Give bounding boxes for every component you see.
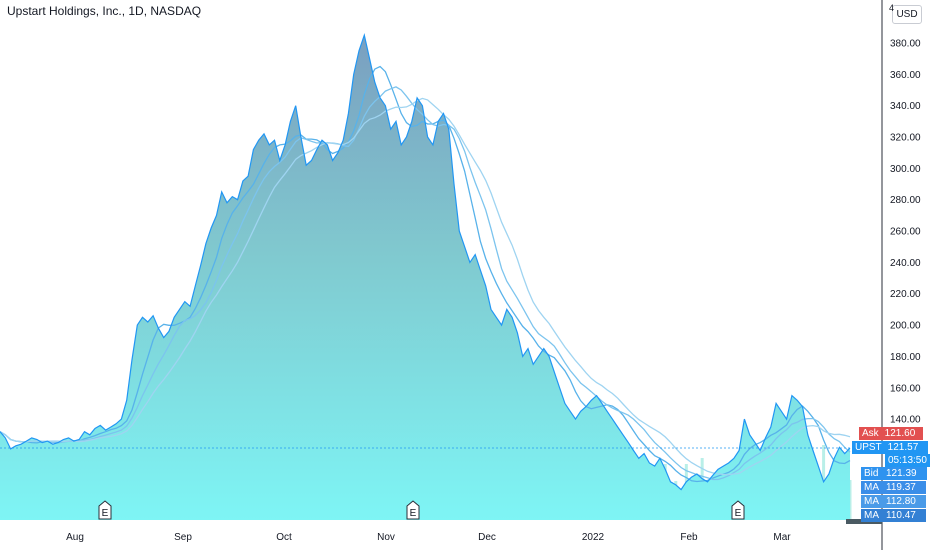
ma-line (0, 97, 851, 476)
price-area (0, 35, 850, 520)
upst-tag: UPST 121.57 (852, 441, 929, 454)
ma-line (0, 86, 851, 481)
y-tick-label: 260.00 (890, 227, 921, 238)
svg-text:E: E (102, 508, 109, 519)
x-tick-label: Nov (377, 532, 395, 543)
upst-label: UPST (852, 441, 885, 454)
price-line (0, 32, 851, 491)
svg-text:E: E (410, 508, 417, 519)
x-tick-label: Aug (66, 532, 84, 543)
x-tick-label: Feb (680, 532, 698, 543)
y-tick-label: 320.00 (890, 133, 921, 144)
ma-tag-2: MA 112.80 (861, 495, 926, 508)
earnings-marker[interactable]: E (98, 500, 112, 520)
y-tick-label: 220.00 (890, 289, 921, 300)
svg-text:E: E (735, 508, 742, 519)
bid-label: Bid (861, 467, 883, 480)
bid-tag: Bid 121.39 (861, 467, 927, 480)
ma1-label: MA (861, 481, 883, 494)
earnings-marker[interactable]: E (731, 500, 745, 520)
y-tick-label: 340.00 (890, 101, 921, 112)
ma3-value: 110.47 (883, 509, 926, 522)
ma2-value: 112.80 (883, 495, 926, 508)
currency-button[interactable]: USD (892, 5, 922, 24)
upst-countdown: 05:13:50 (885, 454, 930, 467)
ask-label: Ask (859, 427, 882, 440)
ma-tag-1: MA 119.37 (861, 481, 926, 494)
x-tick-label: Dec (478, 532, 496, 543)
x-tick-label: Oct (276, 532, 292, 543)
ma2-label: MA (861, 495, 883, 508)
ma3-label: MA (861, 509, 883, 522)
chart-title: Upstart Holdings, Inc., 1D, NASDAQ (7, 4, 202, 18)
bid-value: 121.39 (883, 467, 927, 480)
x-tick-label: Mar (773, 532, 791, 543)
x-tick-label: 2022 (582, 532, 605, 543)
ma-tag-3: MA 110.47 (861, 509, 926, 522)
ask-value: 121.60 (881, 427, 924, 440)
y-tick-label: 360.00 (890, 70, 921, 81)
y-axis-ticks: 140.00 160.00 180.00 200.00 220.00 240.00 260.… (890, 39, 921, 426)
y-tick-label: 280.00 (890, 195, 921, 206)
y-tick-label: 240.00 (890, 258, 921, 269)
top-tick-partial: 4 (889, 3, 895, 13)
ma1-value: 119.37 (883, 481, 926, 494)
ask-tag: Ask 121.60 (859, 427, 924, 440)
upst-value: 121.57 (884, 441, 929, 454)
x-axis-ticks: Aug Sep Oct Nov Dec 2022 Feb Mar (66, 532, 791, 543)
earnings-marker[interactable]: E (406, 500, 420, 520)
x-tick-label: Sep (174, 532, 192, 543)
y-tick-label: 300.00 (890, 164, 921, 175)
y-tick-label: 200.00 (890, 321, 921, 332)
countdown-value: 05:13:50 (888, 455, 927, 466)
y-tick-label: 380.00 (890, 39, 921, 50)
y-tick-label: 180.00 (890, 352, 921, 363)
y-tick-label: 160.00 (890, 383, 921, 394)
y-tick-label: 140.00 (890, 415, 921, 426)
